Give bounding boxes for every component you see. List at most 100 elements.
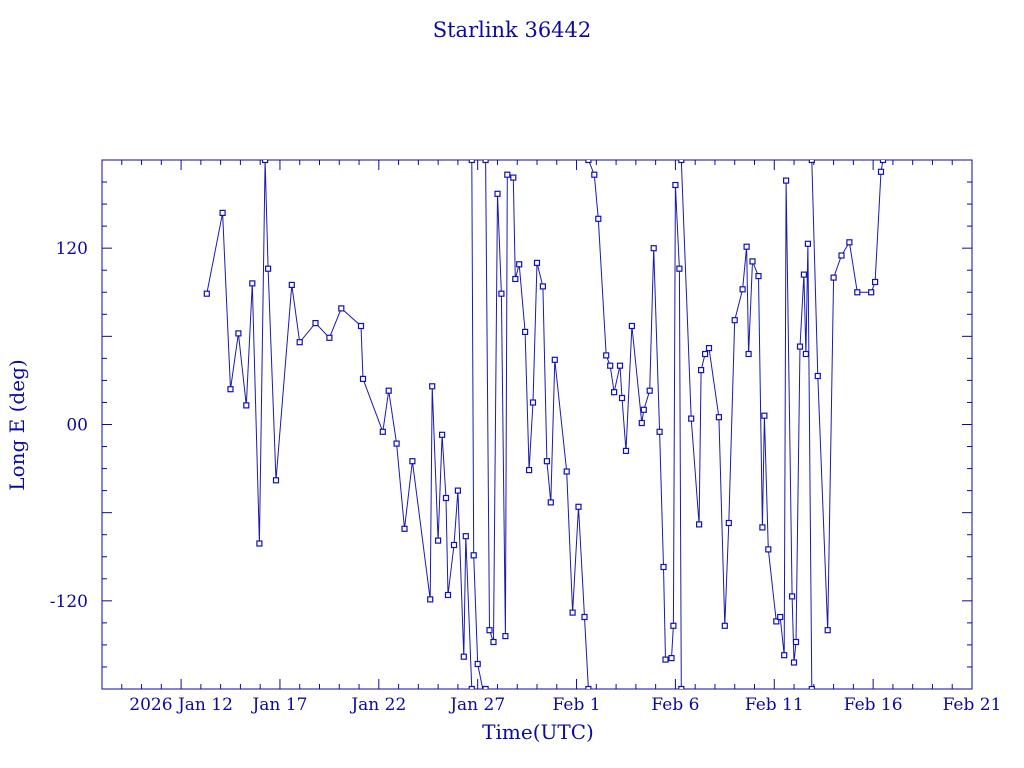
- data-point: [721, 622, 728, 629]
- data-point: [563, 468, 570, 475]
- data-point: [877, 168, 885, 175]
- data-point: [490, 638, 497, 646]
- data-point: [824, 627, 831, 634]
- data-point: [547, 499, 554, 506]
- series-line: [680, 160, 813, 689]
- data-point: [504, 171, 511, 178]
- x-tick-label: Jan 17: [250, 695, 307, 715]
- data-point: [521, 328, 529, 335]
- data-point: [338, 305, 345, 312]
- data-point: [761, 412, 768, 419]
- data-point: [830, 274, 837, 281]
- data-point: [539, 283, 547, 290]
- data-point: [749, 258, 756, 265]
- data-point: [782, 177, 790, 184]
- series-line: [206, 160, 473, 689]
- data-point: [628, 322, 636, 330]
- y-tick-label: 00: [66, 416, 88, 436]
- data-point: [638, 419, 645, 427]
- data-point: [272, 477, 280, 484]
- data-point: [468, 160, 475, 164]
- data-point: [678, 685, 685, 689]
- series-line: [587, 160, 682, 689]
- data-point: [591, 171, 598, 178]
- x-tick-label: Feb 21: [943, 695, 1002, 715]
- data-point: [379, 428, 386, 435]
- data-point: [525, 467, 533, 474]
- data-point: [745, 350, 752, 358]
- data-point: [460, 653, 467, 660]
- data-point: [595, 215, 602, 222]
- series-line: [811, 160, 884, 631]
- x-tick-label: Feb 6: [651, 695, 699, 715]
- data-point: [256, 540, 263, 547]
- data-point: [660, 563, 667, 571]
- chart-title: Starlink 36442: [433, 18, 592, 42]
- data-point: [442, 494, 450, 502]
- data-point: [429, 383, 436, 390]
- data-point: [203, 290, 210, 297]
- data-point: [731, 317, 738, 324]
- data-point: [656, 428, 663, 435]
- data-point: [219, 209, 226, 216]
- x-axis-label: Time(UTC): [482, 720, 594, 744]
- data-point: [401, 525, 408, 532]
- data-point: [512, 275, 519, 283]
- data-point: [808, 160, 815, 164]
- data-point: [777, 613, 784, 621]
- y-tick-label: -120: [50, 592, 88, 612]
- data-point: [871, 278, 879, 286]
- data-point: [585, 685, 592, 689]
- data-point: [792, 638, 800, 646]
- data-point: [640, 406, 647, 413]
- data-point: [618, 394, 626, 402]
- series-line: [471, 160, 486, 689]
- data-point: [393, 440, 400, 447]
- data-point: [235, 330, 242, 337]
- plot-frame: [101, 159, 973, 690]
- x-tick-label: Feb 11: [745, 695, 804, 715]
- data-point: [227, 386, 234, 393]
- data-point: [502, 632, 509, 640]
- data-point: [543, 458, 551, 465]
- data-point: [802, 350, 810, 358]
- y-axis-label: Long E (deg): [5, 359, 29, 490]
- data-point: [616, 362, 624, 369]
- data-point: [482, 160, 489, 164]
- data-point: [482, 685, 489, 689]
- data-point: [585, 160, 592, 164]
- data-point: [759, 524, 766, 531]
- data-point: [646, 387, 653, 394]
- data-point: [796, 343, 804, 350]
- data-point: [662, 656, 669, 663]
- data-point: [551, 356, 558, 363]
- data-point: [790, 659, 798, 666]
- x-tick-label: Feb 16: [844, 695, 903, 715]
- data-point: [788, 593, 796, 600]
- data-point: [854, 289, 861, 296]
- data-point: [676, 265, 683, 272]
- data-point: [296, 339, 303, 346]
- x-tick-label: Jan 27: [448, 695, 505, 715]
- data-point: [695, 521, 703, 528]
- data-point: [533, 259, 541, 266]
- data-point: [739, 286, 746, 293]
- data-point: [697, 367, 705, 374]
- data-point: [385, 387, 392, 394]
- data-point: [265, 265, 272, 272]
- data-point: [868, 289, 875, 296]
- data-point: [359, 375, 367, 382]
- data-point: [498, 290, 505, 297]
- x-tick-label: Feb 1: [553, 695, 601, 715]
- data-point: [439, 431, 446, 438]
- data-point: [262, 160, 269, 164]
- data-point: [701, 350, 709, 358]
- data-point: [516, 261, 523, 268]
- data-point: [804, 240, 812, 247]
- data-point: [781, 652, 788, 659]
- data-point: [444, 591, 452, 599]
- data-point: [470, 552, 477, 559]
- data-point: [715, 414, 723, 421]
- data-point: [454, 487, 461, 494]
- data-point: [288, 281, 295, 288]
